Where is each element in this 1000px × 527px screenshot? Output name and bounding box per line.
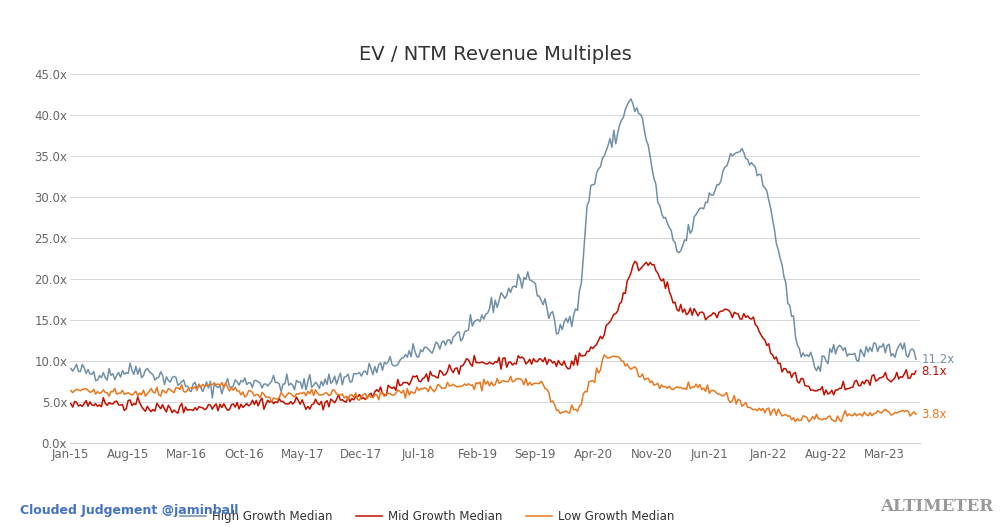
Text: Clouded Judgement @jaminball: Clouded Judgement @jaminball (20, 504, 238, 517)
Title: EV / NTM Revenue Multiples: EV / NTM Revenue Multiples (359, 45, 631, 64)
Line: Low Growth Median: Low Growth Median (71, 355, 916, 422)
Line: Mid Growth Median: Mid Growth Median (71, 261, 916, 413)
Text: ALTIMETER: ALTIMETER (880, 499, 993, 515)
Legend: High Growth Median, Mid Growth Median, Low Growth Median: High Growth Median, Mid Growth Median, L… (175, 506, 679, 527)
Line: High Growth Median: High Growth Median (71, 99, 916, 398)
Text: 11.2x: 11.2x (921, 353, 955, 366)
Text: 8.1x: 8.1x (921, 365, 947, 377)
Text: 3.8x: 3.8x (921, 408, 947, 421)
